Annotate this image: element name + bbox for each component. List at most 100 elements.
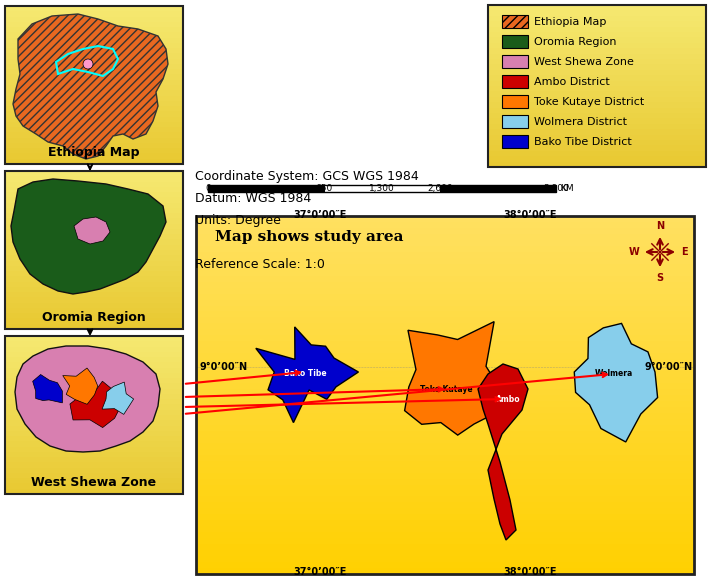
Bar <box>488 118 706 124</box>
Text: E: E <box>681 247 688 257</box>
Text: 9°0’00″N: 9°0’00″N <box>645 362 693 372</box>
Bar <box>5 213 183 218</box>
Bar <box>196 538 694 544</box>
Bar <box>5 218 183 223</box>
Bar <box>196 532 694 538</box>
Bar <box>488 108 706 113</box>
Polygon shape <box>102 382 133 414</box>
Bar <box>196 246 694 252</box>
Text: 0: 0 <box>205 184 211 193</box>
Bar <box>488 43 706 48</box>
Bar <box>196 383 694 389</box>
Bar <box>5 64 183 69</box>
Bar <box>5 33 183 38</box>
Bar <box>5 318 183 324</box>
Bar <box>5 436 183 441</box>
Text: S: S <box>657 273 664 283</box>
Bar <box>5 292 183 297</box>
Text: 650: 650 <box>316 184 333 193</box>
Bar <box>5 203 183 208</box>
Bar <box>5 182 183 187</box>
Bar <box>196 324 694 329</box>
Polygon shape <box>74 217 110 244</box>
Bar <box>196 568 694 574</box>
Bar <box>5 255 183 261</box>
Bar <box>488 91 706 97</box>
Bar <box>5 384 183 389</box>
Bar <box>502 115 528 128</box>
Bar <box>5 176 183 182</box>
Bar <box>5 16 183 22</box>
Bar <box>196 526 694 532</box>
Bar <box>196 491 694 496</box>
Bar <box>488 75 706 80</box>
Text: 38°0’00″E: 38°0’00″E <box>503 567 557 577</box>
Bar <box>5 394 183 399</box>
Text: Bako Tibe District: Bako Tibe District <box>534 137 632 147</box>
Text: Toke Kutaye: Toke Kutaye <box>420 385 472 393</box>
Bar <box>5 378 183 384</box>
Bar <box>196 359 694 365</box>
Bar <box>196 514 694 520</box>
Bar <box>196 222 694 228</box>
Bar <box>488 80 706 86</box>
Bar <box>196 252 694 258</box>
Bar <box>5 122 183 127</box>
Bar <box>196 288 694 293</box>
Bar <box>5 336 183 341</box>
Bar <box>5 159 183 164</box>
Bar <box>5 234 183 239</box>
Bar <box>488 146 706 151</box>
Text: Wolmera District: Wolmera District <box>534 117 627 127</box>
Text: West Shewa Zone: West Shewa Zone <box>534 57 634 67</box>
Bar <box>5 425 183 431</box>
Bar <box>5 478 183 484</box>
Bar <box>5 484 183 489</box>
Text: N: N <box>656 221 664 231</box>
Bar <box>196 335 694 341</box>
Bar <box>488 97 706 102</box>
Bar <box>5 404 183 410</box>
Text: W: W <box>628 247 639 257</box>
Bar <box>196 216 694 222</box>
Text: 2,600: 2,600 <box>428 184 453 193</box>
Polygon shape <box>11 179 166 294</box>
Bar <box>5 11 183 16</box>
Bar <box>196 460 694 467</box>
Bar <box>488 124 706 129</box>
Text: West Shewa Zone: West Shewa Zone <box>31 476 157 489</box>
Bar <box>5 250 183 255</box>
Bar <box>196 443 694 449</box>
Bar <box>196 562 694 568</box>
Bar <box>5 223 183 229</box>
Bar <box>488 113 706 118</box>
Bar <box>5 420 183 425</box>
Bar <box>196 455 694 460</box>
Bar <box>196 436 694 443</box>
Bar <box>196 502 694 508</box>
Bar <box>5 282 183 287</box>
Text: Ambo District: Ambo District <box>534 77 610 87</box>
Bar <box>488 134 706 140</box>
Bar <box>5 239 183 245</box>
Bar <box>488 86 706 91</box>
Bar <box>5 229 183 234</box>
Bar <box>5 27 183 33</box>
Text: Coordinate System: GCS WGS 1984
Datum: WGS 1984
Units: Degree

Reference Scale: : Coordinate System: GCS WGS 1984 Datum: W… <box>195 170 419 271</box>
Bar <box>196 377 694 383</box>
Bar <box>196 300 694 306</box>
Bar <box>196 407 694 413</box>
Bar <box>488 16 706 21</box>
Bar <box>196 317 694 324</box>
Bar <box>5 336 183 494</box>
Bar <box>5 271 183 276</box>
Bar <box>196 365 694 371</box>
Bar <box>5 287 183 292</box>
Bar <box>196 496 694 502</box>
Bar <box>5 80 183 85</box>
Bar <box>196 228 694 234</box>
Bar <box>5 373 183 378</box>
Polygon shape <box>478 364 528 540</box>
Bar <box>5 266 183 271</box>
Bar <box>488 21 706 27</box>
